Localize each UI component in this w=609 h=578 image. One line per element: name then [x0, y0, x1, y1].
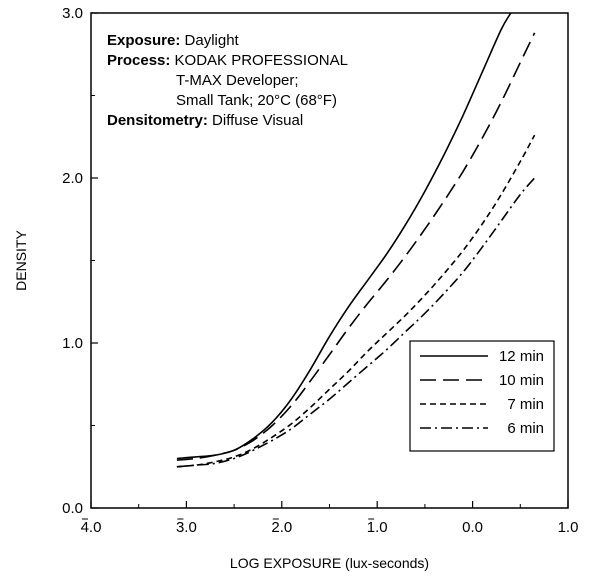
- curves: [176, 12, 536, 468]
- x-axis-title: LOG EXPOSURE (lux-seconds): [230, 555, 429, 571]
- y-tick-label: 3.0: [62, 5, 83, 22]
- annotation-value: KODAK PROFESSIONAL: [170, 52, 348, 69]
- x-tick-label: 2.0: [271, 519, 292, 536]
- annotation-value: T-MAX Developer;: [176, 72, 299, 89]
- y-tick-label: 0.0: [62, 500, 83, 517]
- x-tick-label: 4.0: [81, 519, 102, 536]
- annotation-line: T-MAX Developer;: [176, 72, 299, 89]
- legend: 12 min 10 min 7 min 6 min: [409, 340, 555, 452]
- annotation-value: Diffuse Visual: [208, 112, 303, 129]
- conditions-annotation: Exposure: Daylight Process: KODAK PROFESS…: [107, 32, 348, 129]
- annotation-key: Process:: [107, 52, 170, 69]
- annotation-key: Densitometry:: [107, 112, 208, 129]
- plot-frame: [90, 12, 569, 509]
- annotation-line: Densitometry: Diffuse Visual: [107, 112, 303, 129]
- series-curve-6-min: [176, 177, 536, 468]
- tick-labels: 4.0 3.0 2.0 1.0 0.0 1.0 0.0 1.0 2.0 3.0: [62, 5, 578, 536]
- legend-label: 12 min: [499, 348, 544, 365]
- annotation-value: Daylight: [180, 32, 239, 49]
- x-tick-label: 1.0: [367, 519, 388, 536]
- legend-box: [409, 340, 555, 452]
- y-tick-label: 2.0: [62, 170, 83, 187]
- legend-label: 7 min: [507, 396, 544, 413]
- annotation-line: Process: KODAK PROFESSIONAL: [107, 52, 348, 69]
- series-curve-10-min: [176, 32, 536, 461]
- y-tick-label: 1.0: [62, 335, 83, 352]
- annotation-key: Exposure:: [107, 32, 180, 49]
- x-tick-label: 3.0: [176, 519, 197, 536]
- y-axis-title: DENSITY: [13, 230, 29, 291]
- legend-label: 6 min: [507, 420, 544, 437]
- legend-label: 10 min: [499, 372, 544, 389]
- x-tick-label: 0.0: [462, 519, 483, 536]
- annotation-line: Exposure: Daylight: [107, 32, 240, 49]
- annotation-value: Small Tank; 20°C (68°F): [176, 92, 337, 109]
- annotation-line: Small Tank; 20°C (68°F): [176, 92, 337, 109]
- x-tick-label: 1.0: [558, 519, 579, 536]
